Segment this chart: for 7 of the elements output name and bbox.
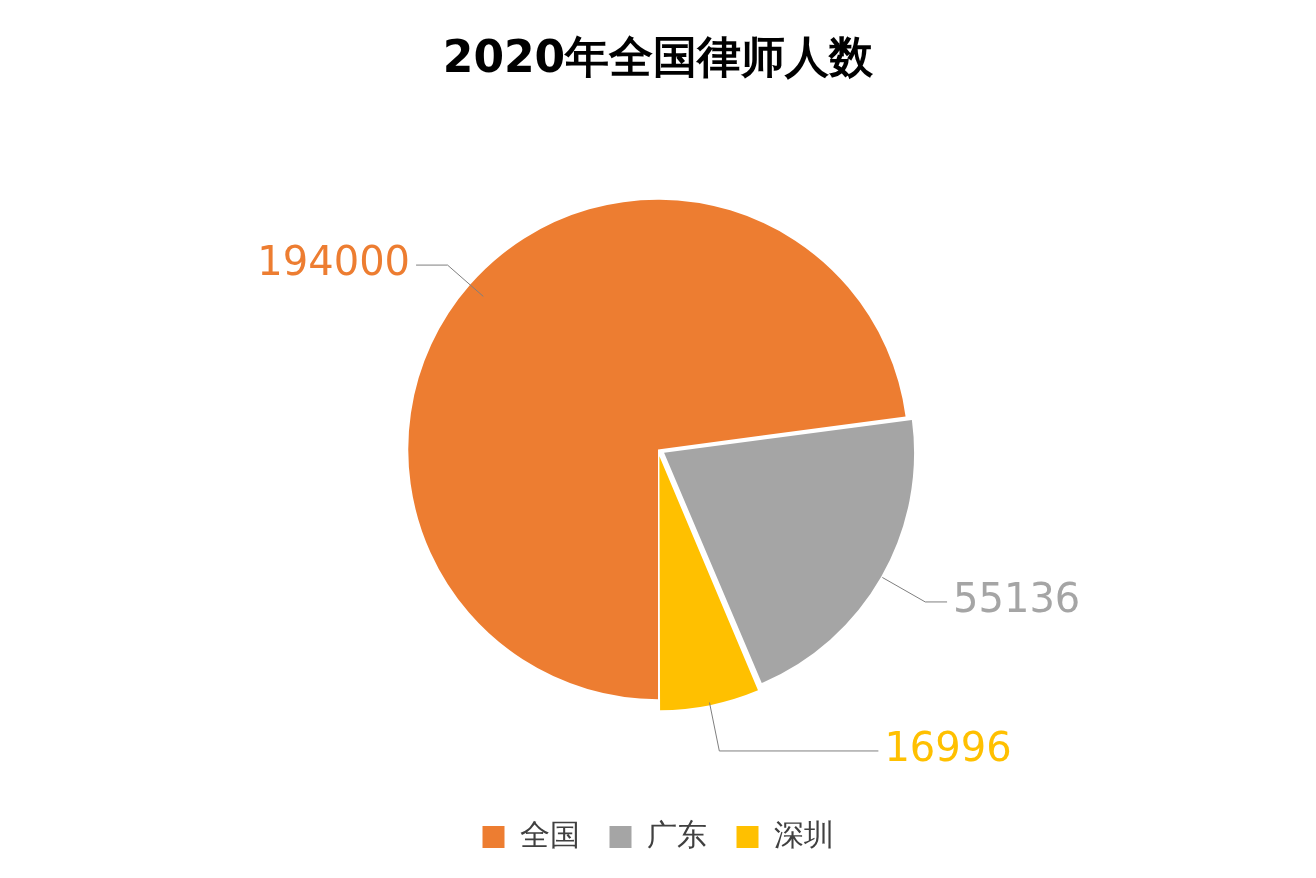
data-label: 55136	[953, 575, 1081, 622]
data-label: 16996	[884, 724, 1012, 771]
legend-label: 全国	[519, 816, 580, 852]
data-label: 194000	[257, 238, 411, 285]
chart-title: 2020年全国律师人数	[442, 30, 875, 82]
legend-label: 深圳	[773, 816, 834, 852]
legend-label: 广东	[646, 816, 707, 852]
